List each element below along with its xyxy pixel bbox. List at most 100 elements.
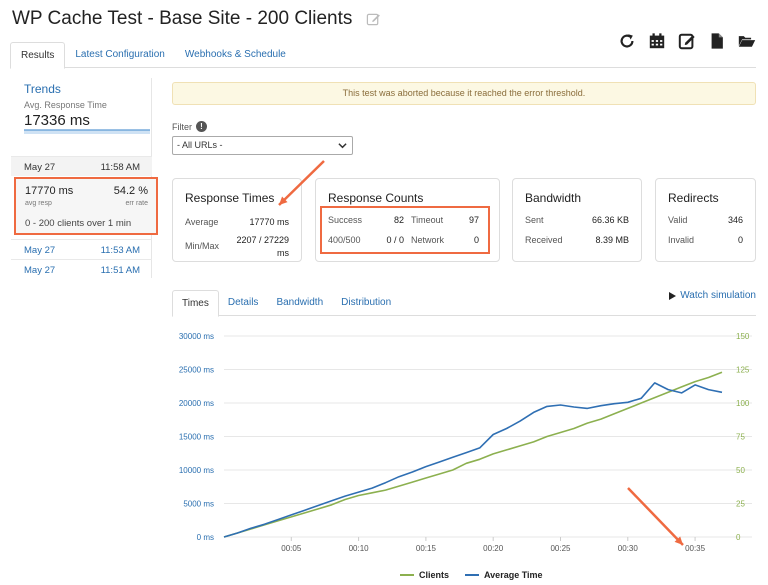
- folder-open-icon[interactable]: [738, 32, 756, 50]
- avg-resp-label: avg resp: [25, 200, 52, 207]
- y-left-tick-label: 20000 ms: [179, 399, 214, 408]
- status-400-500-value: 0 / 0: [386, 235, 404, 245]
- trends-subtitle: Avg. Response Time: [24, 100, 107, 110]
- legend-label: Average Time: [484, 570, 543, 580]
- series-line-clients: [223, 371, 723, 538]
- err-rate-label: err rate: [125, 200, 148, 207]
- tab-bandwidth[interactable]: Bandwidth: [276, 297, 324, 308]
- run-row[interactable]: May 27 11:53 AM: [11, 239, 152, 259]
- run-date: May 27: [24, 245, 56, 256]
- tab-webhooks-schedule[interactable]: Webhooks & Schedule: [184, 49, 286, 60]
- network-label: Network: [411, 235, 445, 245]
- url-filter-select[interactable]: - All URLs -: [172, 136, 353, 155]
- sent-value: 66.36 KB: [591, 215, 629, 225]
- avg-resp-value: 17770 ms: [25, 185, 74, 197]
- legend-item-average-time[interactable]: Average Time: [465, 570, 543, 580]
- x-tick-label: 00:30: [618, 544, 639, 553]
- trend-sparkline: [24, 129, 150, 134]
- timeout-label: Timeout: [411, 215, 444, 225]
- calendar-icon[interactable]: [648, 32, 666, 50]
- chevron-down-icon: [338, 143, 347, 149]
- run-row-selected[interactable]: May 27 11:58 AM: [11, 156, 152, 176]
- tab-distribution[interactable]: Distribution: [341, 297, 392, 308]
- watch-simulation-label: Watch simulation: [680, 290, 756, 301]
- y-left-tick-label: 10000 ms: [179, 466, 214, 475]
- clients-summary: 0 - 200 clients over 1 min: [25, 218, 132, 229]
- y-right-tick-label: 100: [736, 399, 750, 408]
- run-time: 11:51 AM: [100, 265, 140, 276]
- x-tick-label: 00:05: [281, 544, 302, 553]
- tab-times[interactable]: Times: [172, 290, 219, 317]
- chart-tabs: Times Details Bandwidth Distribution: [172, 290, 756, 317]
- tab-latest-configuration[interactable]: Latest Configuration: [75, 49, 165, 60]
- y-left-tick-label: 25000 ms: [179, 366, 214, 375]
- trends-value: 17336 ms: [24, 112, 90, 129]
- legend-item-clients[interactable]: Clients: [400, 570, 449, 580]
- legend-swatch: [465, 574, 480, 576]
- x-tick-label: 00:20: [483, 544, 504, 553]
- y-left-tick-label: 5000 ms: [183, 500, 214, 509]
- minmax-value: 2207 / 27229: [236, 235, 289, 245]
- run-row[interactable]: May 27 11:51 AM: [11, 259, 152, 279]
- y-left-tick-label: 30000 ms: [179, 332, 214, 341]
- card-title: Response Counts: [328, 191, 424, 205]
- filter-label-text: Filter: [172, 121, 192, 132]
- minmax-unit: ms: [277, 248, 289, 258]
- y-right-tick-label: 25: [736, 500, 745, 509]
- bandwidth-card: Bandwidth Sent 66.36 KB Received 8.39 MB: [512, 178, 642, 262]
- refresh-icon[interactable]: [618, 32, 636, 50]
- card-title: Redirects: [668, 191, 719, 205]
- y-right-tick-label: 125: [736, 366, 750, 375]
- valid-value: 346: [727, 215, 743, 225]
- success-value: 82: [393, 215, 404, 225]
- y-right-tick-label: 0: [736, 533, 741, 542]
- tab-results[interactable]: Results: [10, 42, 66, 69]
- url-filter-value: - All URLs -: [177, 140, 223, 150]
- counts-highlight-box: [320, 206, 490, 254]
- series-line-average-time: [223, 382, 723, 538]
- average-value: 17770 ms: [249, 217, 289, 227]
- run-time: 11:58 AM: [100, 162, 140, 173]
- invalid-value: 0: [737, 235, 743, 245]
- average-label: Average: [185, 217, 219, 227]
- y-right-tick-label: 150: [736, 332, 750, 341]
- selected-run-summary[interactable]: 17770 ms avg resp 54.2 % err rate 0 - 20…: [14, 177, 158, 235]
- y-right-tick-label: 50: [736, 466, 745, 475]
- y-left-tick-label: 15000 ms: [179, 433, 214, 442]
- trends-sidebar: Trends Avg. Response Time 17336 ms May 2…: [11, 78, 152, 278]
- x-tick-label: 00:25: [550, 544, 571, 553]
- info-icon[interactable]: !: [196, 121, 207, 132]
- page-title: WP Cache Test - Base Site - 200 Clients: [12, 8, 381, 30]
- legend-swatch: [400, 574, 414, 576]
- err-rate-value: 54.2 %: [113, 185, 148, 197]
- run-time: 11:53 AM: [100, 245, 140, 256]
- y-right-tick-label: 75: [736, 433, 745, 442]
- annotation-arrow: [627, 487, 684, 546]
- watch-simulation-link[interactable]: Watch simulation: [669, 290, 756, 301]
- received-label: Received: [525, 235, 563, 245]
- legend-label: Clients: [419, 570, 450, 580]
- card-title: Bandwidth: [525, 191, 582, 205]
- chart-legend: Clients Average Time: [400, 570, 543, 580]
- trends-title[interactable]: Trends: [24, 82, 61, 96]
- edit-title-icon[interactable]: [366, 12, 381, 27]
- y-left-tick-label: 0 ms: [197, 533, 214, 542]
- x-tick-label: 00:35: [685, 544, 706, 553]
- status-400-500-label: 400/500: [328, 235, 361, 245]
- response-times-card: Response Times Average 17770 ms Min/Max …: [172, 178, 302, 262]
- file-icon[interactable]: [708, 32, 726, 50]
- network-value: 0: [473, 235, 479, 245]
- play-icon: [669, 291, 677, 300]
- toolbar: [618, 32, 756, 50]
- filter-label: Filter !: [172, 121, 207, 132]
- annotation-arrow-head: [674, 536, 683, 545]
- invalid-label: Invalid: [668, 235, 695, 245]
- page-title-text: WP Cache Test - Base Site - 200 Clients: [12, 8, 353, 29]
- run-date: May 27: [24, 162, 56, 173]
- tab-details[interactable]: Details: [227, 297, 259, 308]
- run-date: May 27: [24, 265, 56, 276]
- x-tick-label: 00:10: [349, 544, 370, 553]
- card-title: Response Times: [185, 191, 275, 205]
- error-threshold-alert: This test was aborted because it reached…: [172, 82, 756, 105]
- edit-icon[interactable]: [678, 32, 696, 50]
